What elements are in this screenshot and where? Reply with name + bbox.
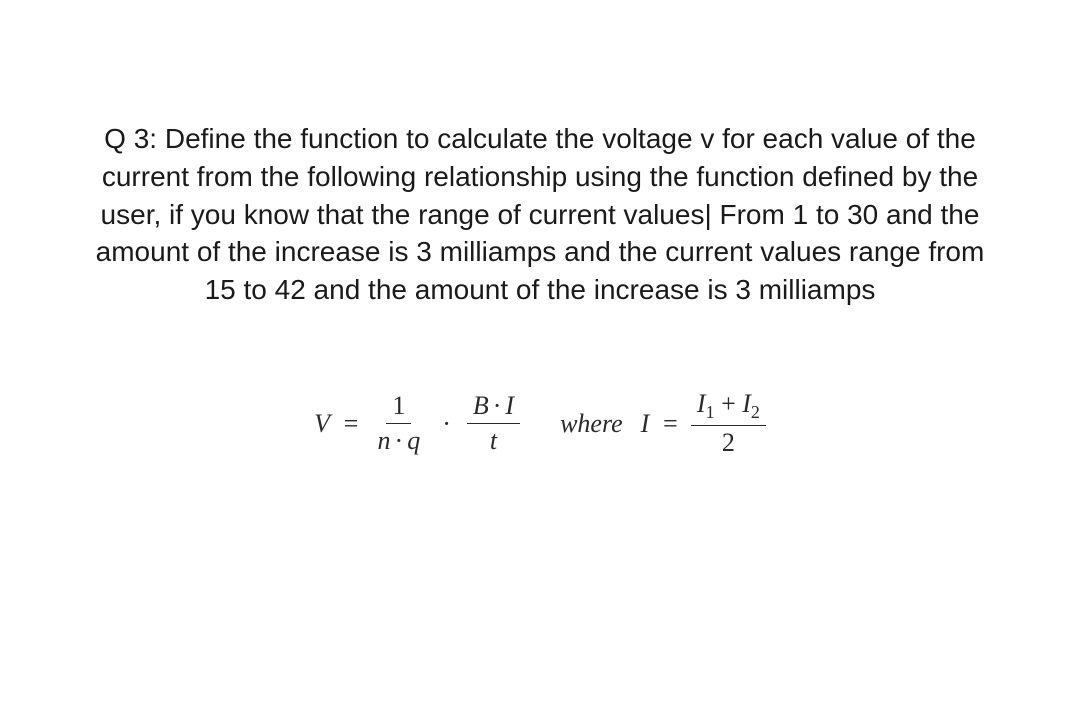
i-symbol-1: I [505, 391, 514, 420]
fraction-2: B·I t [467, 391, 520, 456]
middle-dot: · [442, 409, 451, 439]
where-label: where [560, 409, 623, 439]
i-symbol-2: I [641, 409, 650, 439]
formula-voltage: V = 1 n·q · B·I t [314, 391, 520, 456]
frac3-denominator: 2 [716, 426, 741, 458]
question-text: Q 3: Define the function to calculate th… [90, 120, 990, 309]
frac1-numerator: 1 [386, 391, 411, 424]
i1-symbol: I [697, 389, 706, 418]
q-symbol: q [407, 426, 420, 455]
equals-sign-1: = [342, 409, 360, 439]
frac1-denominator: n·q [372, 424, 427, 456]
frac2-denominator: t [484, 424, 503, 456]
nq-dot: · [395, 426, 404, 455]
sub-1: 1 [706, 402, 715, 422]
n-symbol: n [378, 426, 391, 455]
i2-symbol: I [742, 389, 751, 418]
fraction-1: 1 n·q [372, 391, 427, 456]
fraction-3: I1 + I2 2 [691, 389, 766, 458]
frac2-numerator: B·I [467, 391, 520, 424]
frac3-numerator: I1 + I2 [691, 389, 766, 426]
v-symbol: V [314, 409, 330, 439]
equals-sign-2: = [661, 409, 679, 439]
bi-dot: · [493, 391, 502, 420]
b-symbol: B [473, 391, 489, 420]
formula-row: V = 1 n·q · B·I t where I = I1 + I2 2 [314, 389, 766, 458]
formula-where: where I = I1 + I2 2 [560, 389, 766, 458]
sub-2: 2 [751, 402, 760, 422]
plus-sign: + [715, 389, 743, 418]
